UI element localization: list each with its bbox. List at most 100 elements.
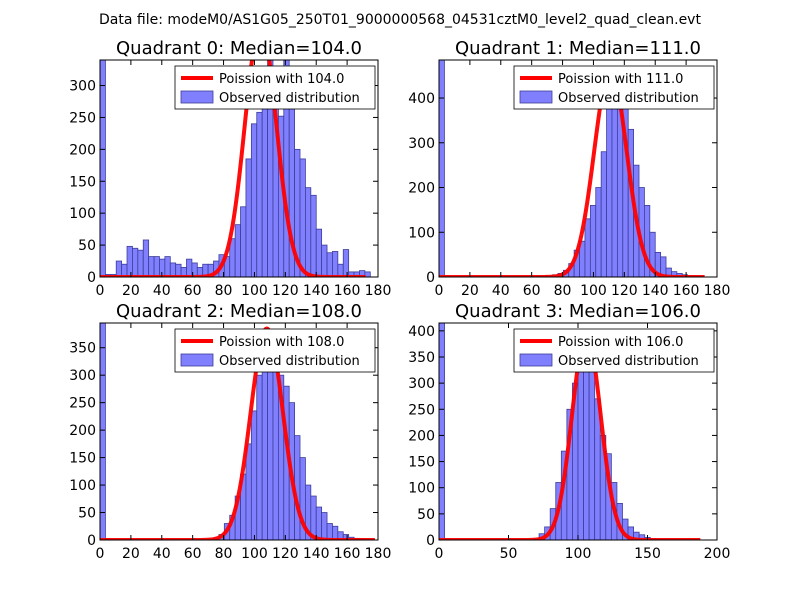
quadrant-2-title: Quadrant 2: Median=108.0 [116, 301, 362, 322]
histogram-bar [132, 247, 139, 277]
x-tick-label: 80 [554, 283, 572, 299]
histogram-bar [321, 512, 328, 540]
histogram-bar [584, 218, 591, 277]
histogram-bars [100, 323, 366, 540]
x-tick-label: 20 [122, 283, 140, 299]
x-tick-label: 0 [96, 283, 105, 299]
x-tick-label: 100 [241, 283, 268, 299]
x-tick-label: 120 [611, 283, 638, 299]
legend-fit-label: Poission with 111.0 [558, 72, 683, 87]
histogram-bar [611, 88, 618, 277]
histogram-bars [100, 60, 371, 277]
y-tick-label: 200 [69, 423, 96, 439]
histogram-bar [588, 359, 596, 540]
x-tick-label: 100 [565, 546, 592, 562]
x-tick-label: 100 [241, 546, 268, 562]
y-tick-label: 0 [87, 270, 96, 286]
y-tick-label: 250 [408, 402, 435, 418]
histogram-bar [100, 60, 106, 277]
y-tick-label: 0 [426, 270, 435, 286]
y-tick-label: 0 [87, 533, 96, 549]
poisson-fit-line [439, 66, 706, 277]
axes-frame [99, 59, 379, 278]
x-tick-label: 140 [303, 546, 330, 562]
histogram-bar [299, 158, 306, 277]
y-tick-label: 300 [408, 136, 435, 152]
histogram-bar [240, 206, 247, 277]
x-tick-label: 140 [642, 283, 669, 299]
x-tick-label: 0 [435, 283, 444, 299]
y-tick-label: 400 [408, 324, 435, 340]
histogram-bar [315, 506, 323, 540]
histogram-bar [142, 239, 150, 277]
y-tick-label: 100 [69, 478, 96, 494]
x-tick-label: 0 [435, 546, 444, 562]
legend-observed-label: Observed distribution [219, 354, 360, 369]
x-tick-label: 40 [492, 283, 510, 299]
legend-observed-swatch [519, 353, 553, 367]
legend-observed-swatch [519, 90, 553, 104]
histogram-bar [332, 251, 339, 277]
y-tick-label: 100 [408, 225, 435, 241]
legend: Poission with 108.0 Observed distribution [174, 328, 376, 373]
histogram-bar [439, 323, 445, 540]
histogram-bar [439, 60, 445, 277]
histogram-bar [332, 525, 339, 540]
legend-observed-swatch [180, 353, 214, 367]
histogram-bar [256, 111, 263, 277]
x-tick-label: 160 [334, 546, 361, 562]
histogram-bar [310, 194, 317, 277]
y-tick-label: 200 [408, 181, 435, 197]
x-tick-label: 180 [365, 546, 392, 562]
x-tick-label: 50 [500, 546, 518, 562]
y-tick-label: 150 [69, 451, 96, 467]
histogram-bar [326, 252, 333, 277]
x-tick-label: 120 [272, 546, 299, 562]
histogram-bar [186, 258, 193, 277]
y-tick-label: 300 [408, 376, 435, 392]
x-tick-label: 160 [673, 283, 700, 299]
histogram-bar [153, 256, 160, 277]
histogram-bar [250, 123, 258, 277]
y-tick-label: 400 [408, 91, 435, 107]
x-tick-label: 40 [153, 283, 171, 299]
quadrant-1-title: Quadrant 1: Median=111.0 [455, 38, 701, 59]
x-tick-label: 20 [122, 546, 140, 562]
histogram-bar [261, 358, 268, 540]
legend-fit-label: Poission with 108.0 [219, 335, 344, 350]
histogram-bar [148, 256, 155, 277]
histogram-bar [600, 151, 607, 277]
axes-frame [99, 322, 379, 541]
histogram-bar [164, 256, 171, 277]
x-tick-label: 20 [461, 283, 479, 299]
histogram-bar [100, 323, 106, 540]
histogram-bar [250, 410, 258, 540]
y-tick-label: 50 [78, 238, 96, 254]
x-tick-label: 80 [215, 546, 233, 562]
y-tick-label: 150 [69, 174, 96, 190]
figure-title: Data file: modeM0/AS1G05_250T01_90000005… [99, 12, 701, 28]
y-tick-label: 50 [417, 507, 435, 523]
histogram-bar [115, 260, 123, 277]
histogram-bar [315, 228, 323, 277]
legend: Poission with 111.0 Observed distribution [513, 65, 715, 110]
y-tick-label: 200 [408, 428, 435, 444]
histogram-bar [169, 262, 177, 277]
histogram-bar [321, 244, 328, 277]
quadrant-2-panel: Quadrant 2: Median=108.00 20 40 60 80 100 120 1… [69, 301, 391, 562]
quadrant-1-panel: Quadrant 1: Median=111.00 20 40 60 80 100 120 1… [408, 38, 730, 299]
quadrant-3-panel: Quadrant 3: Median=106.0 0 50 100 150 200 0 50 1… [408, 301, 730, 562]
x-tick-label: 40 [153, 546, 171, 562]
legend-observed-label: Observed distribution [558, 91, 699, 106]
x-tick-label: 180 [365, 283, 392, 299]
axes-frame [438, 59, 718, 278]
y-tick-label: 300 [69, 79, 96, 95]
x-tick-label: 160 [334, 283, 361, 299]
x-tick-label: 150 [634, 546, 661, 562]
y-tick-label: 350 [69, 341, 96, 357]
y-tick-label: 150 [408, 455, 435, 471]
y-tick-label: 100 [408, 481, 435, 497]
histogram-bar [245, 443, 252, 540]
x-tick-label: 60 [184, 546, 202, 562]
histogram-bar [245, 158, 252, 277]
